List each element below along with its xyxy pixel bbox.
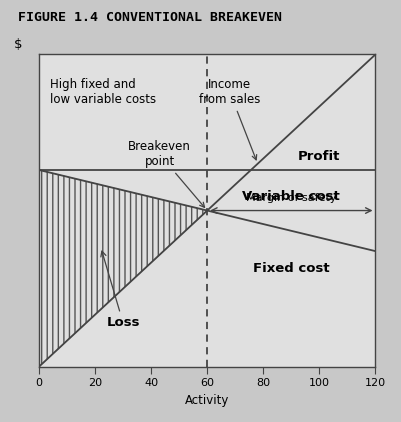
Text: Fixed cost: Fixed cost [253, 262, 330, 275]
Text: Variable cost: Variable cost [243, 190, 340, 203]
Text: $: $ [14, 38, 22, 51]
Text: Profit: Profit [298, 150, 340, 163]
Text: Loss: Loss [101, 251, 140, 330]
Text: FIGURE 1.4 CONVENTIONAL BREAKEVEN: FIGURE 1.4 CONVENTIONAL BREAKEVEN [18, 11, 282, 24]
Text: Margin of safety: Margin of safety [246, 193, 336, 203]
X-axis label: Activity: Activity [185, 394, 229, 407]
Text: Breakeven
point: Breakeven point [128, 141, 205, 207]
Text: High fixed and
low variable costs: High fixed and low variable costs [50, 78, 156, 106]
Text: Income
from sales: Income from sales [199, 78, 260, 160]
